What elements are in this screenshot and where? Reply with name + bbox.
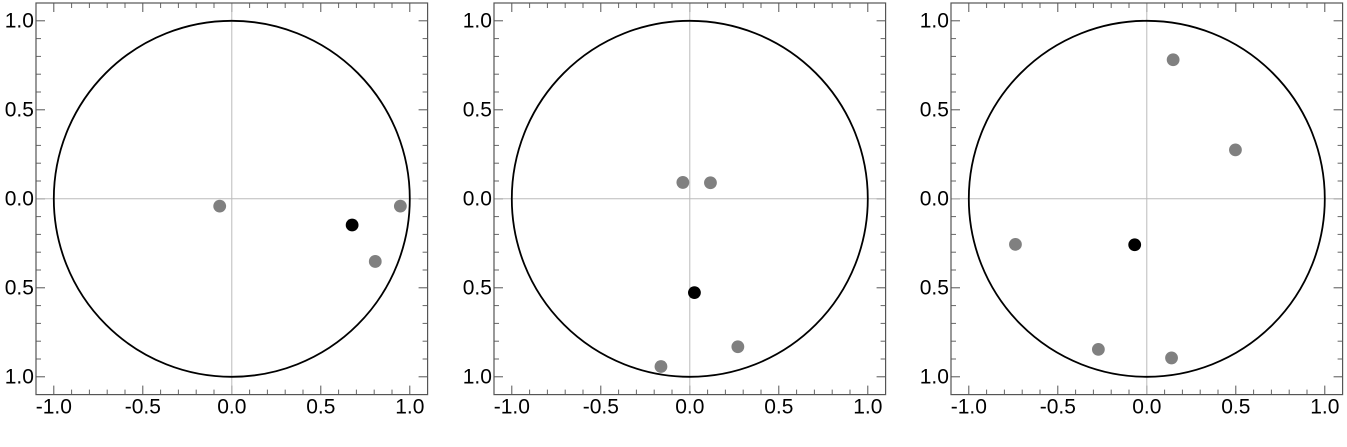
svg-text:1.0: 1.0 bbox=[462, 10, 491, 33]
svg-text:-1.0: -1.0 bbox=[493, 396, 529, 419]
svg-text:0.0: 0.0 bbox=[217, 396, 246, 419]
svg-text:0.5: 0.5 bbox=[919, 277, 948, 300]
svg-text:0.5: 0.5 bbox=[1221, 396, 1250, 419]
svg-text:-0.5: -0.5 bbox=[582, 396, 618, 419]
svg-text:-0.5: -0.5 bbox=[125, 396, 161, 419]
svg-text:0.5: 0.5 bbox=[5, 277, 34, 300]
svg-text:0.0: 0.0 bbox=[5, 188, 34, 211]
svg-text:1.0: 1.0 bbox=[1310, 396, 1339, 419]
svg-text:0.5: 0.5 bbox=[5, 99, 34, 122]
svg-text:0.0: 0.0 bbox=[675, 396, 704, 419]
svg-text:1.0: 1.0 bbox=[919, 366, 948, 389]
svg-text:1.0: 1.0 bbox=[853, 396, 882, 419]
svg-text:0.0: 0.0 bbox=[1132, 396, 1161, 419]
svg-text:0.5: 0.5 bbox=[919, 99, 948, 122]
svg-text:1.0: 1.0 bbox=[5, 10, 34, 33]
svg-text:1.0: 1.0 bbox=[5, 366, 34, 389]
svg-text:-0.5: -0.5 bbox=[1039, 396, 1075, 419]
svg-text:-1.0: -1.0 bbox=[950, 396, 986, 419]
svg-text:0.5: 0.5 bbox=[462, 277, 491, 300]
svg-text:1.0: 1.0 bbox=[395, 396, 424, 419]
svg-text:0.0: 0.0 bbox=[919, 188, 948, 211]
svg-text:0.0: 0.0 bbox=[462, 188, 491, 211]
svg-text:0.5: 0.5 bbox=[764, 396, 793, 419]
svg-text:1.0: 1.0 bbox=[919, 10, 948, 33]
svg-text:0.5: 0.5 bbox=[306, 396, 335, 419]
svg-text:-1.0: -1.0 bbox=[36, 396, 72, 419]
svg-text:0.5: 0.5 bbox=[462, 99, 491, 122]
svg-text:1.0: 1.0 bbox=[462, 366, 491, 389]
